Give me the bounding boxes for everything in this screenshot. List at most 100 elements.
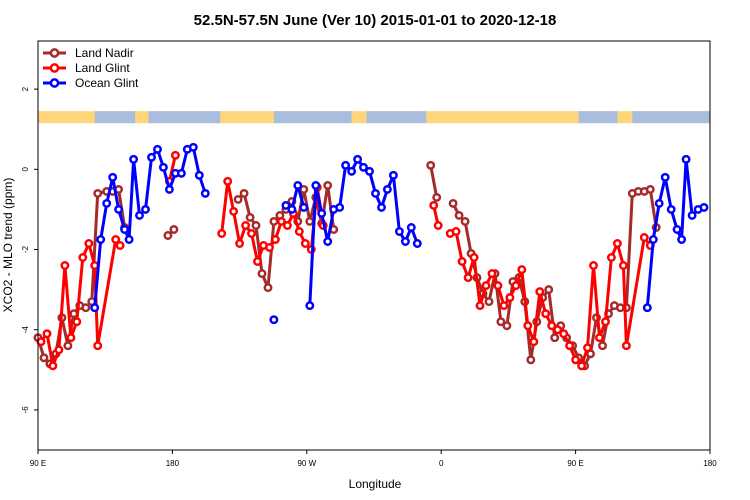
data-point-land-glint [276, 216, 286, 226]
x-axis-label: Longitude [349, 477, 402, 491]
data-point-land-glint [505, 293, 515, 303]
y-axis-label: XCO2 - MLO trend (ppm) [1, 178, 15, 313]
data-point-land-glint [229, 206, 239, 216]
data-point-land-glint [282, 221, 292, 230]
data-point-land-nadir [63, 341, 73, 351]
legend-label: Land Nadir [75, 46, 134, 60]
data-point-land-glint [78, 253, 88, 262]
data-point-ocean-glint [164, 184, 174, 194]
data-point-land-nadir [323, 180, 333, 190]
data-point-land-glint [265, 243, 274, 252]
data-point-land-glint [241, 221, 251, 230]
series-layer [33, 142, 709, 371]
data-point-ocean-glint [677, 235, 687, 244]
y-tick-label: -4 [21, 326, 30, 334]
band-ocean-segment [148, 111, 221, 124]
data-point-land-nadir [426, 160, 436, 170]
land-ocean-band [38, 111, 710, 124]
data-point-land-nadir [269, 216, 279, 226]
data-point-land-nadir [496, 317, 506, 327]
data-point-land-glint [463, 273, 473, 283]
legend-item-land-glint: Land Glint [43, 61, 130, 75]
data-point-ocean-glint [317, 208, 327, 218]
data-point-land-nadir [233, 194, 243, 204]
data-point-land-glint [571, 355, 581, 365]
data-point-land-glint [66, 333, 76, 343]
data-point-land-nadir [299, 184, 309, 194]
data-point-land-glint [170, 150, 180, 160]
data-point-ocean-glint [371, 188, 380, 198]
data-point-land-glint [589, 261, 598, 270]
data-point-ocean-glint [96, 235, 106, 244]
legend-item-land-nadir: Land Nadir [43, 46, 134, 60]
y-tick-label: 0 [21, 167, 30, 172]
data-point-ocean-glint [347, 166, 357, 176]
data-point-land-glint [300, 239, 310, 248]
data-point-land-glint [639, 233, 649, 242]
data-point-land-nadir [645, 184, 655, 194]
data-point-ocean-glint [341, 160, 351, 170]
data-point-land-glint [223, 176, 233, 186]
data-point-ocean-glint [120, 225, 130, 234]
data-point-ocean-glint [147, 152, 156, 162]
y-tick-label: -6 [21, 406, 30, 414]
data-point-land-nadir [454, 210, 464, 220]
data-point-ocean-glint [102, 198, 112, 208]
data-point-land-nadir [544, 285, 554, 295]
data-point-ocean-glint [654, 198, 664, 208]
data-point-ocean-glint [305, 301, 315, 311]
data-point-ocean-glint [287, 204, 297, 214]
data-point-land-glint [72, 317, 82, 327]
data-point-ocean-glint [666, 204, 676, 214]
data-point-land-glint [595, 333, 604, 343]
data-point-land-glint [559, 329, 569, 339]
series-line-ocean-glint [93, 145, 207, 308]
band-ocean-segment [366, 111, 427, 124]
data-point-land-glint [517, 265, 527, 275]
data-point-ocean-glint [353, 154, 363, 164]
data-point-land-glint [601, 317, 610, 327]
data-point-ocean-glint [129, 154, 139, 164]
data-point-ocean-glint [90, 303, 100, 313]
data-point-land-nadir [163, 231, 173, 240]
data-point-ocean-glint [299, 202, 309, 212]
data-point-ocean-glint [323, 237, 333, 246]
data-point-ocean-glint [648, 235, 658, 244]
x-tick-label: 90 E [567, 459, 583, 468]
data-point-land-nadir [245, 212, 255, 222]
chart-title: 52.5N-57.5N June (Ver 10) 2015-01-01 to … [194, 12, 557, 29]
data-point-land-glint [565, 341, 575, 351]
data-point-land-glint [535, 287, 545, 297]
data-point-land-glint [487, 269, 497, 279]
data-point-land-glint [457, 257, 467, 266]
data-point-land-glint [529, 337, 539, 347]
data-point-land-glint [451, 227, 461, 236]
data-point-land-glint [54, 345, 64, 355]
data-point-land-glint [606, 253, 616, 262]
data-point-ocean-glint [394, 227, 404, 236]
data-point-land-glint [577, 361, 587, 371]
series-line-land-nadir [429, 165, 439, 198]
x-tick-label: 180 [166, 459, 180, 468]
data-point-land-glint [42, 329, 52, 339]
data-point-land-nadir [598, 341, 607, 351]
data-point-land-glint [469, 253, 479, 262]
data-point-land-glint [612, 239, 622, 248]
data-point-land-glint [36, 337, 46, 347]
data-point-land-glint [111, 235, 121, 244]
data-point-land-glint [115, 241, 125, 250]
data-point-ocean-glint [188, 142, 198, 152]
data-point-land-nadir [81, 303, 91, 313]
data-point-ocean-glint [176, 168, 186, 178]
data-point-ocean-glint [699, 202, 709, 212]
data-point-land-glint [541, 309, 551, 319]
data-point-ocean-glint [377, 202, 386, 212]
data-point-ocean-glint [687, 210, 697, 220]
data-point-land-glint [93, 341, 103, 351]
x-tick-label: 180 [703, 459, 717, 468]
data-point-land-nadir [39, 353, 49, 363]
data-point-ocean-glint [108, 172, 118, 182]
data-point-land-nadir [257, 269, 267, 279]
data-point-land-nadir [502, 321, 512, 331]
